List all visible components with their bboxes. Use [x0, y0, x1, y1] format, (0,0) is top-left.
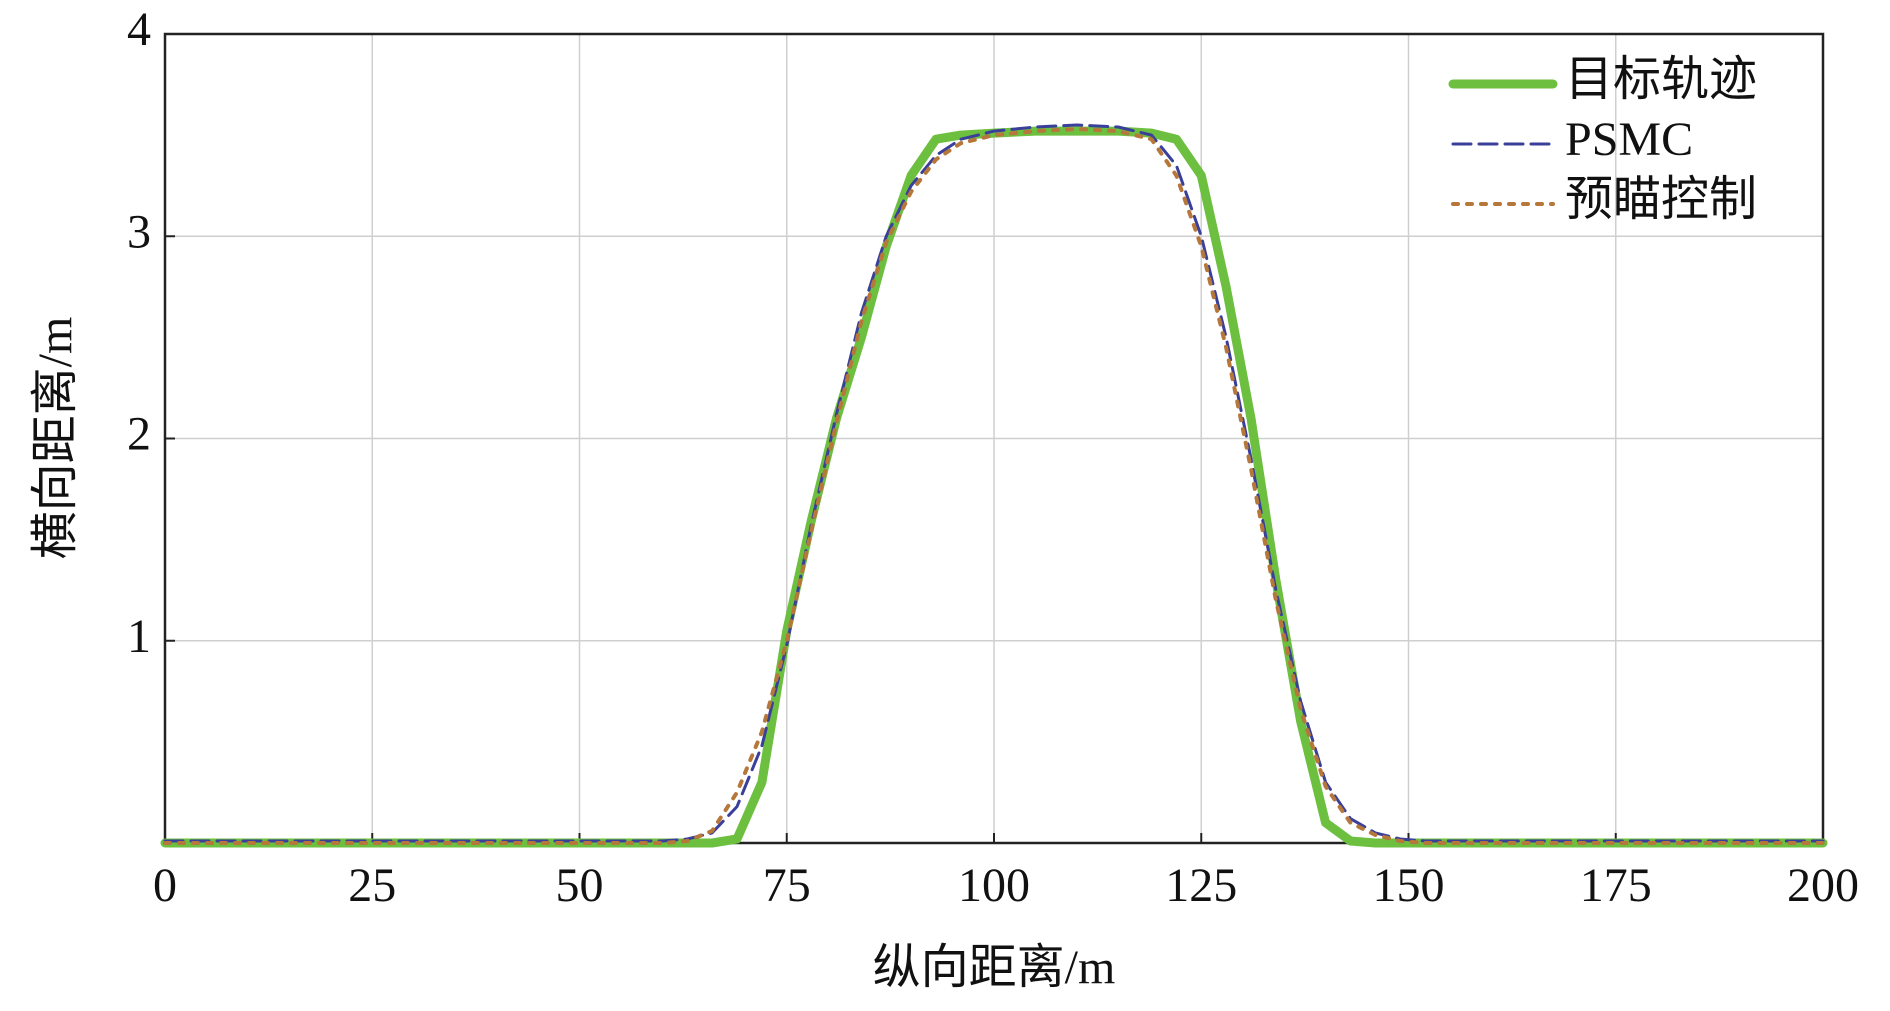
x-tick-label: 200 [1787, 859, 1859, 912]
legend-label: 目标轨迹 [1565, 53, 1757, 106]
y-tick-label: 2 [127, 408, 151, 461]
legend-label: 预瞄控制 [1565, 173, 1757, 226]
x-tick-label: 75 [763, 859, 811, 912]
y-tick-label: 1 [127, 610, 151, 663]
x-tick-label: 50 [556, 859, 604, 912]
legend-label: PSMC [1565, 113, 1693, 166]
x-tick-label: 150 [1373, 859, 1445, 912]
y-tick-label: 4 [127, 3, 151, 56]
series-line [163, 123, 1825, 843]
series-line [163, 127, 1825, 845]
plot-frame [163, 32, 1825, 845]
x-axis-label: 纵向距离/m [873, 941, 1116, 994]
x-tick-label: 0 [153, 859, 177, 912]
x-tick-label: 25 [348, 859, 396, 912]
y-axis-label: 横向距离/m [29, 317, 82, 560]
x-tick-label: 175 [1580, 859, 1652, 912]
y-tick-label: 3 [127, 205, 151, 258]
x-tick-label: 125 [1165, 859, 1237, 912]
x-tick-label: 100 [958, 859, 1030, 912]
